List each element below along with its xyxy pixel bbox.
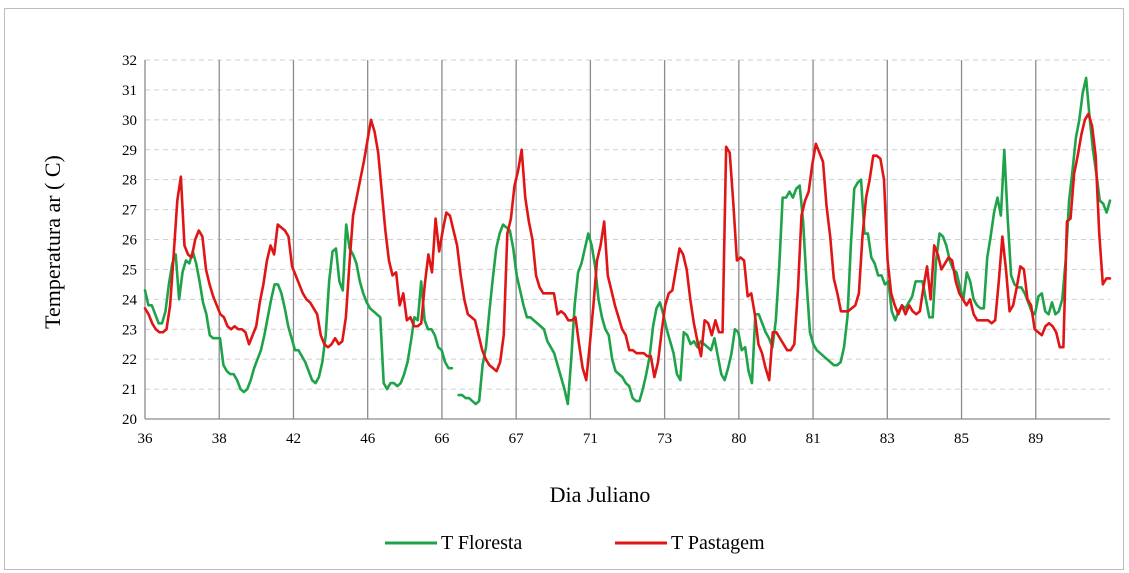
- y-tick-label: 22: [122, 352, 137, 368]
- y-tick-label: 31: [122, 83, 137, 99]
- x-tick-label: 67: [509, 431, 525, 447]
- series-line-1: [143, 112, 1112, 382]
- y-tick-labels: 20 21 22 23 24 25 26 27 28 29 30 31 32: [122, 53, 138, 428]
- x-tick-label: 81: [806, 431, 821, 447]
- legend-label: T Floresta: [441, 532, 522, 554]
- legend-label: T Pastagem: [671, 532, 765, 554]
- y-tick-label: 23: [122, 322, 137, 338]
- x-tick-label: 71: [583, 431, 598, 447]
- chart-frame: [4, 8, 1124, 570]
- x-tick-label: 42: [286, 431, 301, 447]
- x-tick-label: 85: [954, 431, 969, 447]
- y-tick-label: 25: [122, 262, 137, 278]
- y-tick-label: 20: [122, 412, 137, 428]
- x-tick-label: 73: [657, 431, 672, 447]
- y-tick-label: 30: [122, 113, 137, 129]
- y-tick-label: 29: [122, 143, 137, 159]
- series-line-0: [143, 76, 1112, 406]
- x-tick-label: 89: [1028, 431, 1043, 447]
- x-tick-label: 80: [731, 431, 746, 447]
- x-tick-label: 66: [434, 431, 450, 447]
- x-tick-label: 46: [360, 431, 376, 447]
- y-tick-label: 32: [122, 53, 137, 69]
- x-tick-label: 38: [212, 431, 227, 447]
- x-tick-label: 83: [880, 431, 895, 447]
- y-tick-label: 21: [122, 382, 137, 398]
- y-tick-label: 26: [122, 233, 138, 249]
- x-tick-label: 36: [138, 431, 154, 447]
- y-tick-label: 24: [122, 292, 138, 308]
- y-tick-label: 27: [122, 203, 138, 219]
- x-tick-labels: 36 38 42 46 66 67 71 73 80 81 83 85 89: [138, 431, 1044, 447]
- x-axis-title: Dia Juliano: [550, 482, 651, 507]
- y-tick-label: 28: [122, 173, 137, 189]
- legend: T Floresta T Pastagem: [385, 532, 765, 554]
- y-axis-title: Temperatura ar ( C): [40, 155, 65, 329]
- series-layer: [143, 76, 1112, 406]
- horizontal-gridlines: [145, 59, 1110, 390]
